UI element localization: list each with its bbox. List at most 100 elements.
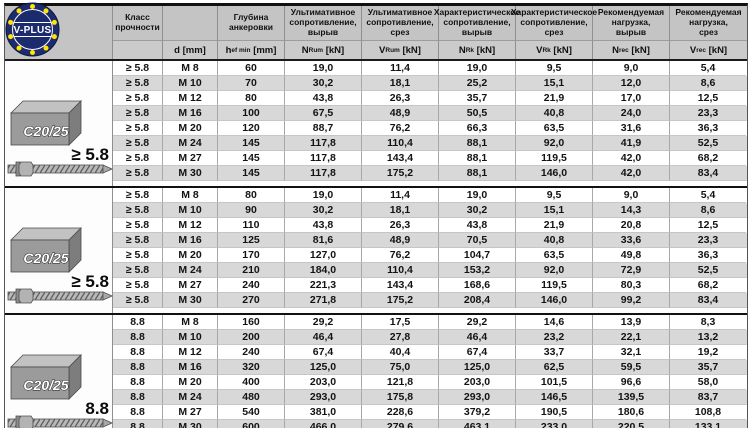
cell-value: 90	[218, 203, 285, 218]
cell-value: 83,7	[670, 390, 746, 405]
cell-value: 31,6	[593, 121, 670, 136]
cell-class: 8.8	[113, 420, 163, 428]
cell-value: 96,6	[593, 375, 670, 390]
cell-class: ≥ 5.8	[113, 76, 163, 91]
cell-value: 18,1	[362, 203, 439, 218]
cell-value: 76,2	[362, 248, 439, 263]
cell-value: 9,0	[593, 188, 670, 203]
table-row: 8.8 M 30 600 466,0 279,6 463,1 233,0 220,5 133,1	[113, 420, 747, 428]
cell-value: 14,3	[593, 203, 670, 218]
cell-value: 33,7	[516, 345, 593, 360]
sym-base: V	[689, 44, 697, 56]
section-rows: ≥ 5.8 M 8 80 19,0 11,4 19,0 9,5 9,0 5,4 ≥ 5.8 M 10…	[113, 188, 747, 313]
cell-value: 143,4	[362, 278, 439, 293]
subheader-nrum: N Rum [kN]	[285, 40, 362, 59]
cell-size: M 24	[163, 390, 218, 405]
cell-value: 29,2	[439, 315, 516, 330]
strength-class-label: ≥ 5.8	[71, 145, 109, 164]
cell-value: 466,0	[285, 420, 362, 428]
table-section: C20/25 8.8 8.8 M 8 160 29,2 17,5 29,2 14,6 13,9…	[5, 315, 747, 428]
sym-sub: Rk	[542, 46, 551, 54]
cell-value: 43,8	[439, 218, 516, 233]
cell-value: 92,0	[516, 263, 593, 278]
cell-size: M 8	[163, 188, 218, 203]
cell-value: 26,3	[362, 91, 439, 106]
cell-value: 88,7	[285, 121, 362, 136]
hef-sub: ef min	[231, 46, 251, 54]
cell-value: 100	[218, 106, 285, 121]
table-row: ≥ 5.8 M 10 70 30,2 18,1 25,2 15,1 12,0 8,6	[113, 76, 747, 91]
cell-size: M 24	[163, 136, 218, 151]
cell-value: 19,0	[439, 61, 516, 76]
header-class: Класс прочности	[113, 6, 163, 40]
cell-value: 221,3	[285, 278, 362, 293]
cell-value: 117,8	[285, 166, 362, 181]
cell-value: 88,1	[439, 151, 516, 166]
cell-value: 110,4	[362, 136, 439, 151]
sym-base: V	[379, 44, 386, 56]
cell-value: 5,4	[670, 61, 746, 76]
anchor-rod-icon	[7, 288, 113, 304]
cell-value: 143,4	[362, 151, 439, 166]
cell-value: 19,0	[285, 61, 362, 76]
cell-size: M 27	[163, 405, 218, 420]
cell-class: ≥ 5.8	[113, 293, 163, 308]
cell-class: ≥ 5.8	[113, 248, 163, 263]
cell-value: 46,4	[285, 330, 362, 345]
cell-size: M 10	[163, 76, 218, 91]
header-group-char-pullout: Характеристическое сопротивление, вырыв	[434, 6, 520, 40]
cell-size: M 30	[163, 293, 218, 308]
cell-class: ≥ 5.8	[113, 233, 163, 248]
cell-value: 52,5	[670, 263, 746, 278]
table-row: 8.8 M 20 400 203,0 121,8 203,0 101,5 96,6 58,0	[113, 375, 747, 390]
cell-value: 81,6	[285, 233, 362, 248]
cell-value: 168,6	[439, 278, 516, 293]
cell-value: 80,3	[593, 278, 670, 293]
cell-value: 14,6	[516, 315, 593, 330]
cell-value: 381,0	[285, 405, 362, 420]
cell-value: 26,3	[362, 218, 439, 233]
cell-value: 13,9	[593, 315, 670, 330]
sym-sub: rec	[618, 46, 629, 54]
sym-base: N	[458, 44, 466, 56]
cell-value: 9,5	[516, 188, 593, 203]
header-group-char-shear: Характеристическое сопротивление, срез	[511, 6, 597, 40]
cell-value: 170	[218, 248, 285, 263]
cell-value: 153,2	[439, 263, 516, 278]
cell-value: 203,0	[285, 375, 362, 390]
cell-value: 600	[218, 420, 285, 428]
cell-size: M 20	[163, 375, 218, 390]
cell-value: 92,0	[516, 136, 593, 151]
cell-size: M 24	[163, 263, 218, 278]
cell-value: 320	[218, 360, 285, 375]
cell-value: 36,3	[670, 121, 746, 136]
cell-value: 80	[218, 188, 285, 203]
concrete-anchor-illustration: C20/25 8.8	[7, 354, 113, 428]
cell-value: 72,9	[593, 263, 670, 278]
table-row: ≥ 5.8 M 8 60 19,0 11,4 19,0 9,5 9,0 5,4	[113, 61, 747, 76]
cell-value: 240	[218, 278, 285, 293]
cell-value: 125,0	[439, 360, 516, 375]
subheader-hef: h ef min [mm]	[218, 40, 285, 59]
cell-value: 43,8	[285, 91, 362, 106]
cell-size: M 20	[163, 121, 218, 136]
cell-class: ≥ 5.8	[113, 203, 163, 218]
table-row: ≥ 5.8 M 27 145 117,8 143,4 88,1 119,5 42,0 68,2	[113, 151, 747, 166]
cell-value: 24,0	[593, 106, 670, 121]
block-front-face	[10, 112, 70, 146]
cell-value: 110,4	[362, 263, 439, 278]
cell-value: 41,9	[593, 136, 670, 151]
cell-value: 146,0	[516, 166, 593, 181]
cell-value: 59,5	[593, 360, 670, 375]
table-section: C20/25 ≥ 5.8 ≥ 5.8 M 8 80 19,0 11,4 19,0 9,5 9,…	[5, 188, 747, 315]
cell-value: 293,0	[285, 390, 362, 405]
table-row: 8.8 M 27 540 381,0 228,6 379,2 190,5 180,6 108,8	[113, 405, 747, 420]
cell-value: 8,6	[670, 203, 746, 218]
cell-value: 15,1	[516, 203, 593, 218]
cell-value: 68,2	[670, 151, 746, 166]
table-row: 8.8 M 8 160 29,2 17,5 29,2 14,6 13,9 8,3	[113, 315, 747, 330]
cell-value: 13,2	[670, 330, 746, 345]
cell-value: 32,1	[593, 345, 670, 360]
subheader-vrk: V Rk [kN]	[516, 40, 593, 59]
